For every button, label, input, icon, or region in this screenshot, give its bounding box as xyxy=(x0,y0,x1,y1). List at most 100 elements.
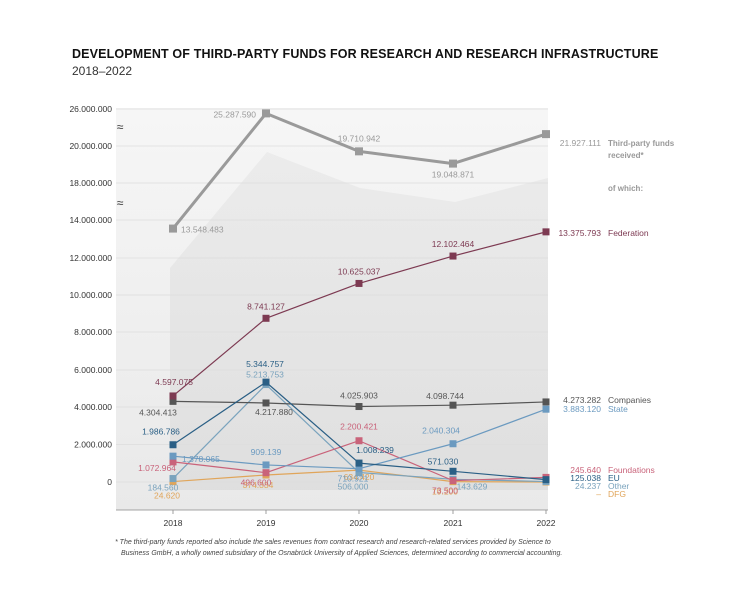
data-label: 710.921 xyxy=(338,474,369,484)
data-point xyxy=(169,392,177,400)
data-label: 24.620 xyxy=(154,491,180,501)
legend-value: 4.273.282 xyxy=(563,395,601,405)
data-label: 73.500 xyxy=(432,486,458,496)
series-eu: 1.986.786 5.344.757 1.008.239 571.030 xyxy=(142,359,550,484)
legend-value: 125.038 xyxy=(570,473,601,483)
data-point xyxy=(355,279,363,287)
data-label: 2.200.421 xyxy=(340,422,378,432)
legend-value: 21.927.111 xyxy=(560,138,602,148)
footnote-line-1: * The third-party funds reported also in… xyxy=(115,539,551,546)
data-point xyxy=(262,461,270,469)
data-point xyxy=(262,378,270,386)
data-point xyxy=(262,109,270,118)
y-tick-label: 20.000.000 xyxy=(69,141,112,151)
chart-title: DEVELOPMENT OF THIRD-PARTY FUNDS FOR RES… xyxy=(72,47,659,61)
data-point xyxy=(355,403,363,411)
data-label: 13.548.483 xyxy=(181,225,224,235)
x-tick-label: 2018 xyxy=(164,518,183,528)
data-point xyxy=(262,469,270,477)
data-label: 909.139 xyxy=(251,447,282,457)
data-point xyxy=(355,437,363,445)
data-point xyxy=(449,252,457,260)
x-tick-label: 2020 xyxy=(350,518,369,528)
data-point xyxy=(542,398,550,406)
data-label: 5.344.757 xyxy=(246,359,284,369)
data-point xyxy=(449,440,457,448)
legend-name: Third-party funds received* xyxy=(608,139,675,160)
data-point xyxy=(355,469,363,477)
data-label: 1.378.065 xyxy=(182,454,220,464)
legend-header: of which: xyxy=(608,184,643,193)
data-label: 2.040.304 xyxy=(422,426,460,436)
axis-break-symbol: ≈ xyxy=(117,196,124,210)
data-point xyxy=(262,399,270,407)
legend-name: State xyxy=(608,404,628,414)
chart-subtitle: 2018–2022 xyxy=(72,64,133,78)
data-label: 4.098.744 xyxy=(426,391,464,401)
footnote-line-2: Business GmbH, a wholly owned subsidiary… xyxy=(121,550,563,557)
data-point xyxy=(449,477,457,485)
data-label: 12.102.464 xyxy=(432,239,475,249)
data-point xyxy=(542,130,550,139)
y-tick-label: 2.000.000 xyxy=(74,440,112,450)
data-point xyxy=(169,397,177,405)
legend-name: DFG xyxy=(608,489,626,499)
data-point xyxy=(169,458,177,466)
data-label: 571.030 xyxy=(428,456,459,466)
y-tick-label: 10.000.000 xyxy=(69,290,112,300)
series-third-party-funds-received: 13.548.483 25.287.590 19.710.942 19.048.871 xyxy=(169,109,550,235)
y-tick-label: 26.000.000 xyxy=(69,104,112,114)
legend-value: – xyxy=(596,489,601,499)
x-tick-label: 2022 xyxy=(537,518,556,528)
y-tick-label: 6.000.000 xyxy=(74,365,112,375)
legend-name: Federation xyxy=(608,228,649,238)
data-label: 143.629 xyxy=(457,481,488,491)
data-label: 1.072.964 xyxy=(138,463,176,473)
data-label: 4.025.903 xyxy=(340,391,378,401)
data-point xyxy=(449,401,457,409)
legend-name: Companies xyxy=(608,395,651,405)
legend-name: Foundations xyxy=(608,465,655,475)
data-point xyxy=(262,314,270,322)
axis-break-symbol: ≈ xyxy=(117,120,124,134)
legend-value: 245.640 xyxy=(570,465,601,475)
footnote: * The third-party funds reported also in… xyxy=(115,537,565,559)
data-label: 25.287.590 xyxy=(213,109,256,119)
legend-value: 24.237 xyxy=(575,481,601,491)
data-point xyxy=(355,147,363,156)
legend-name: Other xyxy=(608,481,629,491)
series-state: 1.378.065 909.139 710.921 2.040.304 xyxy=(169,405,550,484)
data-point xyxy=(449,467,457,475)
data-label: 19.200 xyxy=(432,487,458,497)
legend-value: 13.375.793 xyxy=(558,228,601,238)
x-tick-label: 2021 xyxy=(444,518,463,528)
y-tick-label: 14.000.000 xyxy=(69,215,112,225)
data-point xyxy=(449,159,457,168)
data-label: 8.741.127 xyxy=(247,301,285,311)
data-label: 5.213.753 xyxy=(246,370,284,380)
axes: 26.000.000 20.000.000 18.000.000 14.000.000… xyxy=(69,104,555,528)
data-label: 4.597.075 xyxy=(155,377,193,387)
y-tick-label: 12.000.000 xyxy=(69,253,112,263)
data-label: 10.625.037 xyxy=(338,266,381,276)
legend-name: EU xyxy=(608,473,620,483)
x-tick-label: 2019 xyxy=(257,518,276,528)
data-label: 19.048.871 xyxy=(432,170,475,180)
data-point xyxy=(355,459,363,467)
series-group: 13.548.483 25.287.590 19.710.942 19.048.871… xyxy=(138,109,550,501)
data-point xyxy=(169,224,177,233)
data-label: 506.000 xyxy=(338,482,369,492)
grid xyxy=(116,108,548,483)
data-point xyxy=(542,228,550,236)
data-point xyxy=(542,476,550,484)
data-point xyxy=(355,465,363,473)
data-point xyxy=(169,475,177,483)
y-tick-label: 8.000.000 xyxy=(74,327,112,337)
y-tick-label: 0 xyxy=(107,477,112,487)
y-tick-label: 4.000.000 xyxy=(74,402,112,412)
data-label: 374.334 xyxy=(243,480,274,490)
legend: 21.927.111 Third-party funds received* 13.3… xyxy=(558,138,674,499)
y-tick-label: 18.000.000 xyxy=(69,178,112,188)
data-label: 4.217.880 xyxy=(255,407,293,417)
